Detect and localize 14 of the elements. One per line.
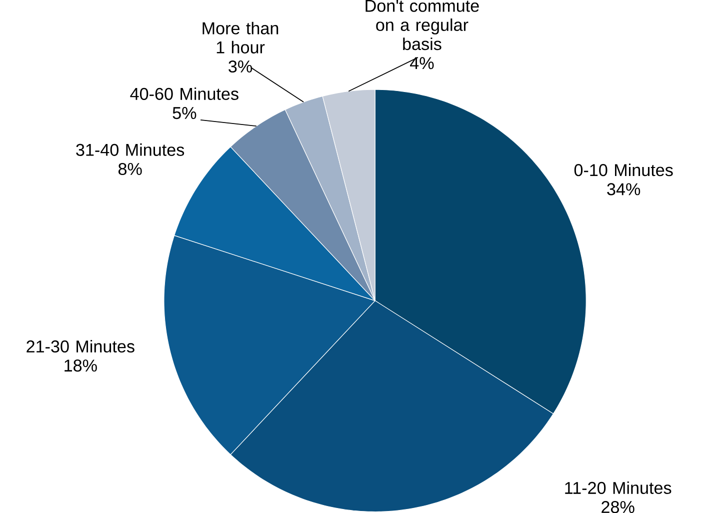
- data-label: 3%: [228, 60, 252, 73]
- slice-label: 21-30 Minutes: [26, 340, 134, 352]
- data-label: 4%: [410, 57, 434, 70]
- data-label: 5%: [172, 107, 196, 120]
- slice-label: 31-40 Minutes: [76, 143, 184, 156]
- data-label: 8%: [118, 162, 142, 176]
- slice-label: More than 1 hour: [202, 22, 278, 54]
- slice-label: 0-10 Minutes: [574, 164, 673, 176]
- data-label: 18%: [64, 359, 97, 372]
- slice-label: Don't commute on a regular basis: [366, 0, 479, 50]
- slice-label: 40-60 Minutes: [130, 87, 238, 100]
- data-label: 28%: [602, 500, 634, 513]
- data-label: 34%: [607, 183, 640, 196]
- slice-label: 11-20 Minutes: [565, 481, 672, 494]
